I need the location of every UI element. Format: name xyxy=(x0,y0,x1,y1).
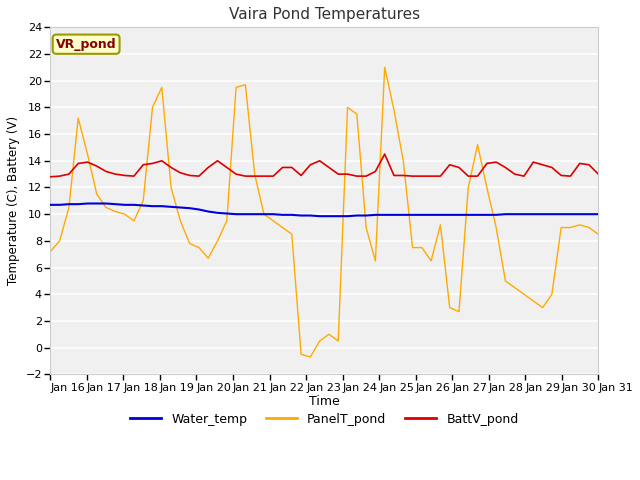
Text: VR_pond: VR_pond xyxy=(56,38,116,51)
Y-axis label: Temperature (C), Battery (V): Temperature (C), Battery (V) xyxy=(7,116,20,286)
X-axis label: Time: Time xyxy=(309,396,340,408)
Title: Vaira Pond Temperatures: Vaira Pond Temperatures xyxy=(228,7,420,22)
Legend: Water_temp, PanelT_pond, BattV_pond: Water_temp, PanelT_pond, BattV_pond xyxy=(125,408,524,431)
